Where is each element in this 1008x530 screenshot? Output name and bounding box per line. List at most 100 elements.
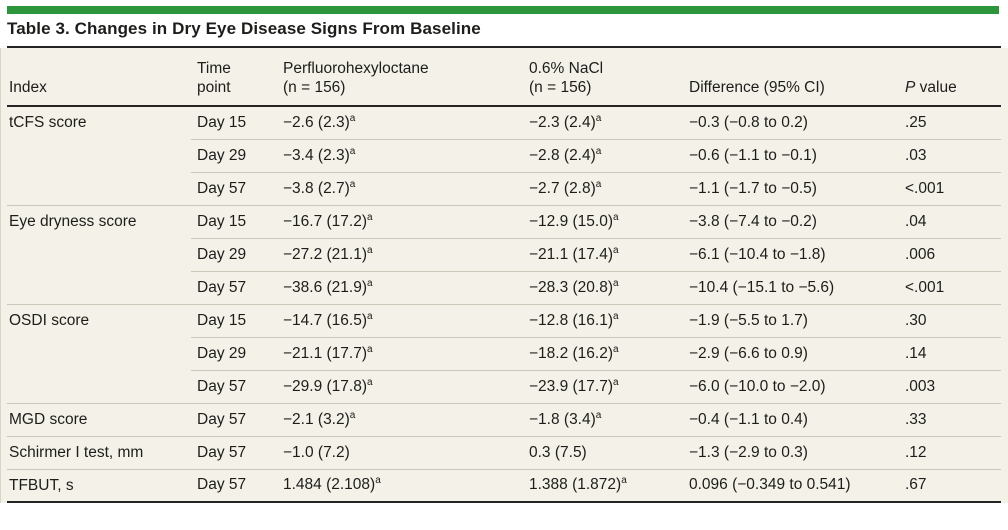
cell-p-value: .14 <box>899 336 1001 370</box>
table-row: MGD score Day 57 −2.1 (3.2)a −1.8 (3.4)a… <box>7 402 1001 436</box>
cell-p-value: .67 <box>899 468 1001 502</box>
cell-time-point: Day 15 <box>197 113 247 131</box>
superscript-a: a <box>367 310 373 322</box>
value: −16.7 (17.2) <box>283 212 368 230</box>
superscript-a: a <box>367 277 373 289</box>
cell-pfho: −21.1 (17.7)a <box>277 336 523 370</box>
cell-index: Eye dryness score <box>7 204 191 304</box>
value: −21.1 (17.4) <box>529 245 614 263</box>
superscript-a: a <box>621 475 627 487</box>
cell-difference: −2.9 (−6.6 to 0.9) <box>683 336 899 370</box>
table-row: Eye dryness score Day 15 −16.7 (17.2)a −… <box>7 204 1001 304</box>
table-row: Day 29 −21.1 (17.7)a −18.2 (16.2)a −2.9 … <box>7 336 1001 370</box>
value: −27.2 (21.1) <box>283 245 368 263</box>
cell-pfho: 1.484 (2.108)a <box>277 468 523 502</box>
cell-index: Schirmer I test, mm <box>7 435 191 469</box>
superscript-a: a <box>367 211 373 223</box>
cell-p-value: <.001 <box>899 270 1001 304</box>
superscript-a: a <box>367 376 373 388</box>
cell-difference: −6.1 (−10.4 to −1.8) <box>683 237 899 271</box>
cell-p-value: .03 <box>899 138 1001 172</box>
cell-time-point: Day 57 <box>191 402 277 436</box>
cell-index: MGD score <box>7 402 191 436</box>
p-value-italic: P <box>905 79 916 96</box>
cell-pfho: −2.6 (2.3)a <box>277 106 523 139</box>
cell-p-value: <.001 <box>899 171 1001 205</box>
value: 1.484 (2.108) <box>283 476 376 494</box>
superscript-a: a <box>349 112 356 124</box>
cell-index: TFBUT, s <box>7 468 191 502</box>
cell-difference: −6.0 (−10.0 to −2.0) <box>683 369 899 403</box>
cell-time-point: Day 57 <box>191 171 277 205</box>
cell-nacl: −2.3 (2.4)a <box>523 106 683 139</box>
cell-nacl: −23.9 (17.7)a <box>523 369 683 403</box>
value: −3.4 (2.3) <box>283 146 350 164</box>
cell-p-value: .12 <box>899 435 1001 469</box>
cell-p-value: .006 <box>899 237 1001 271</box>
cell-nacl: −2.7 (2.8)a <box>523 171 683 205</box>
cell-time-point: Day 29 <box>191 138 277 172</box>
value: −2.3 (2.4) <box>529 113 596 131</box>
cell-pfho: −38.6 (21.9)a <box>277 270 523 304</box>
value: −14.7 (16.5) <box>283 311 368 329</box>
value: −12.8 (16.1) <box>529 311 614 329</box>
cell-time-point: Day 57 <box>191 468 277 502</box>
column-header-index: Index <box>7 48 191 107</box>
cell-difference: −10.4 (−15.1 to −5.6) <box>683 270 899 304</box>
column-header-nacl: 0.6% NaCl (n = 156) <box>523 48 683 107</box>
cell-pfho: −29.9 (17.8)a <box>277 369 523 403</box>
cell-difference: −0.3 (−0.8 to 0.2) <box>689 113 808 131</box>
cell-pfho: −16.7 (17.2)a <box>277 204 523 238</box>
value: −21.1 (17.7) <box>283 344 368 362</box>
table-row: tCFS score Day 15 −2.6 (2.3)a −2.3 (2.4)… <box>7 106 1001 139</box>
cell-pfho: −14.7 (16.5)a <box>277 303 523 337</box>
cell-time-point: Day 15 <box>191 204 277 238</box>
cell-time-point: Day 29 <box>191 237 277 271</box>
cell-nacl: −12.8 (16.1)a <box>523 303 683 337</box>
cell-time-point: Day 15 <box>191 303 277 337</box>
value: −38.6 (21.9) <box>283 278 368 296</box>
value: −1.0 (7.2) <box>283 443 350 461</box>
cell-pfho: −3.8 (2.7)a <box>277 171 523 205</box>
cell-pfho: −3.4 (2.3)a <box>277 138 523 172</box>
table-row: Day 57 −3.8 (2.7)a −2.7 (2.8)a −1.1 (−1.… <box>7 171 1001 205</box>
cell-difference: −3.8 (−7.4 to −0.2) <box>683 204 899 238</box>
value: −2.8 (2.4) <box>529 146 596 164</box>
value: −2.1 (3.2) <box>283 410 350 428</box>
superscript-a: a <box>613 211 619 223</box>
cell-difference: −1.1 (−1.7 to −0.5) <box>683 171 899 205</box>
superscript-a: a <box>349 178 356 190</box>
cell-pfho: −1.0 (7.2) <box>277 435 523 469</box>
superscript-a: a <box>367 343 373 355</box>
cell-nacl: −28.3 (20.8)a <box>523 270 683 304</box>
cell-p-value: .04 <box>899 204 1001 238</box>
value: −28.3 (20.8) <box>529 278 614 296</box>
accent-bar <box>7 6 999 14</box>
cell-index: OSDI score <box>7 303 191 403</box>
cell-time-point: Day 29 <box>191 336 277 370</box>
table-row: OSDI score Day 15 −14.7 (16.5)a −12.8 (1… <box>7 303 1001 403</box>
superscript-a: a <box>367 244 373 256</box>
cell-p-value: .33 <box>899 402 1001 436</box>
cell-nacl: −21.1 (17.4)a <box>523 237 683 271</box>
table-title: Table 3. Changes in Dry Eye Disease Sign… <box>7 14 1001 48</box>
column-header-p-value: P value <box>899 48 1001 107</box>
value: −2.6 (2.3) <box>283 113 350 131</box>
column-header-perfluorohexyloctane: Perfluorohexyloctane (n = 156) <box>277 48 523 107</box>
value: −1.8 (3.4) <box>529 410 596 428</box>
superscript-a: a <box>613 376 619 388</box>
cell-time-point: Day 57 <box>191 435 277 469</box>
cell-nacl: −1.8 (3.4)a <box>523 402 683 436</box>
superscript-a: a <box>613 343 619 355</box>
value: 1.388 (1.872) <box>529 476 622 494</box>
cell-nacl: 1.388 (1.872)a <box>523 468 683 502</box>
cell-time-point: Day 57 <box>191 270 277 304</box>
p-value-rest: value <box>915 79 957 96</box>
results-table: Index Time point Perfluorohexyloctane (n… <box>7 48 1001 503</box>
cell-p-value: .25 <box>905 113 927 131</box>
cell-difference: −1.3 (−2.9 to 0.3) <box>683 435 899 469</box>
value: −12.9 (15.0) <box>529 212 614 230</box>
cell-nacl: −12.9 (15.0)a <box>523 204 683 238</box>
value: 0.3 (7.5) <box>529 443 587 461</box>
cell-pfho: −27.2 (21.1)a <box>277 237 523 271</box>
